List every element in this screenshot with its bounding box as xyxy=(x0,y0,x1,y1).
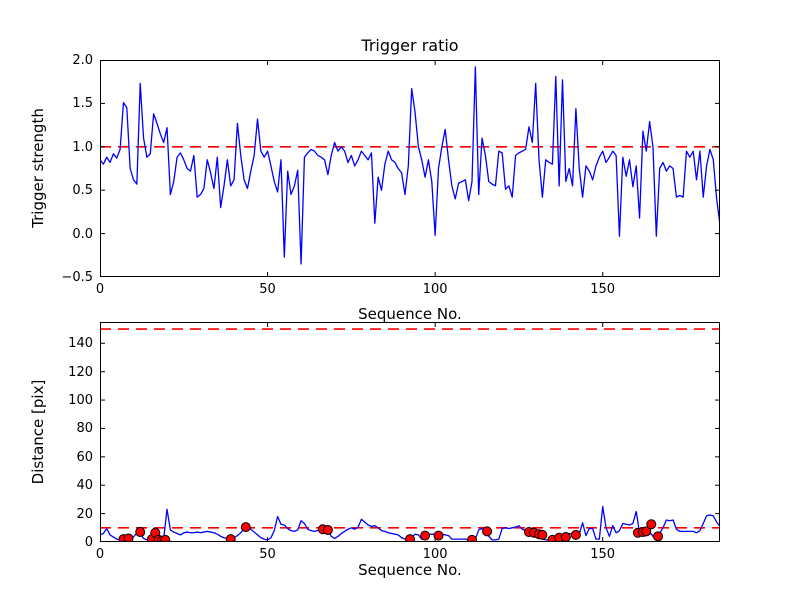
chart1-x-axis-label: Sequence No. xyxy=(358,305,462,323)
x-tick-label: 100 xyxy=(422,547,448,562)
trigger-ratio-plot xyxy=(100,60,720,277)
y-tick-label: −0.5 xyxy=(61,270,93,285)
y-tick-label: 0.5 xyxy=(72,183,93,199)
y-tick-label: 120 xyxy=(68,364,93,380)
event-marker xyxy=(322,524,333,535)
chart1-y-axis-label: Trigger strength xyxy=(29,108,47,228)
event-marker xyxy=(641,526,652,537)
event-marker xyxy=(653,531,663,542)
event-marker xyxy=(560,532,571,542)
trigger-strength-line xyxy=(100,66,720,265)
event-marker xyxy=(420,530,431,541)
y-tick-label: 40 xyxy=(76,478,93,494)
distance-plot xyxy=(100,322,720,542)
y-tick-label: 60 xyxy=(76,449,93,465)
y-tick-label: 80 xyxy=(76,421,93,437)
event-marker xyxy=(570,529,581,540)
event-marker xyxy=(537,529,548,540)
y-tick-label: 2.0 xyxy=(72,53,93,68)
event-marker xyxy=(135,527,146,538)
x-tick-label: 50 xyxy=(259,282,276,297)
x-tick-label: 150 xyxy=(590,547,616,562)
event-marker xyxy=(482,526,493,537)
y-tick-label: 100 xyxy=(68,393,93,409)
y-tick-label: 20 xyxy=(76,506,93,522)
chart1-title: Trigger ratio xyxy=(361,36,459,55)
x-tick-label: 0 xyxy=(95,282,105,297)
chart2-x-axis-label: Sequence No. xyxy=(358,561,462,579)
event-marker xyxy=(160,534,171,542)
event-marker xyxy=(240,522,251,533)
event-marker xyxy=(467,534,477,542)
axes-frame xyxy=(100,60,720,277)
y-tick-label: 0.0 xyxy=(72,226,93,242)
y-tick-label: 140 xyxy=(68,336,93,352)
y-tick-label: 0 xyxy=(84,535,93,550)
y-tick-label: 1.0 xyxy=(72,139,93,155)
x-tick-label: 100 xyxy=(422,282,448,297)
x-tick-label: 0 xyxy=(95,547,105,562)
axes-frame xyxy=(100,322,720,542)
x-tick-label: 50 xyxy=(259,547,276,562)
event-marker xyxy=(405,534,415,542)
event-marker xyxy=(225,534,236,542)
event-marker xyxy=(646,519,657,530)
event-marker xyxy=(433,530,444,541)
x-tick-label: 150 xyxy=(590,282,616,297)
y-tick-label: 1.5 xyxy=(72,96,93,112)
event-marker xyxy=(123,533,134,542)
